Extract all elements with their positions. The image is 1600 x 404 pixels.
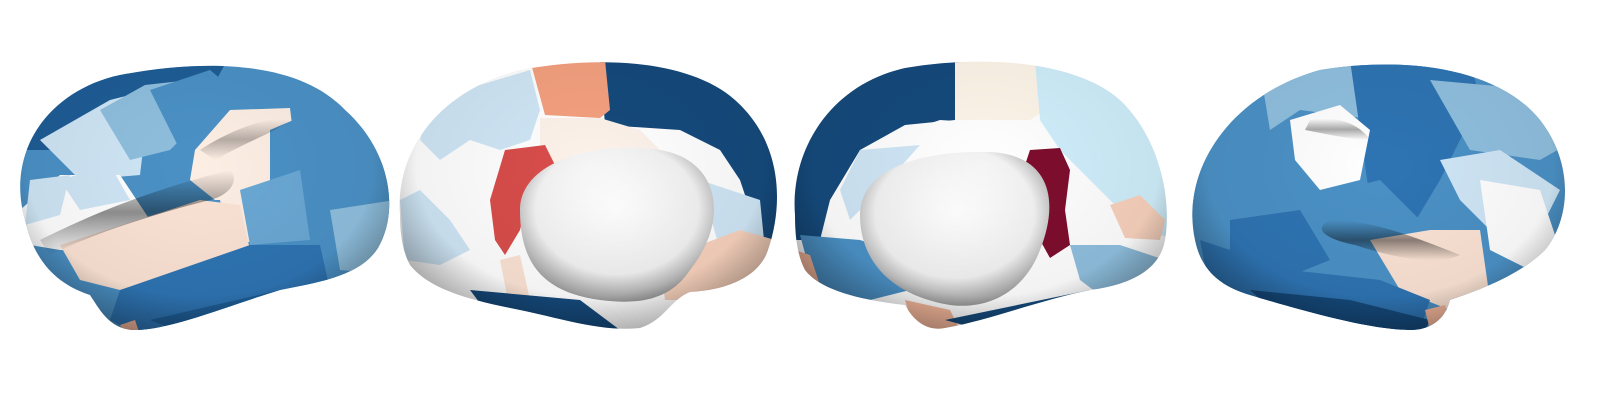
brain-left-lateral-view: [20, 65, 390, 331]
brain-left-medial-view: [399, 62, 778, 329]
brain-right-medial-view: [794, 61, 1167, 329]
brain-right-lateral-view: [1192, 64, 1565, 331]
